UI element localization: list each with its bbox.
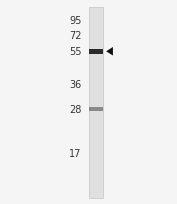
Bar (88, 107, 103, 111)
Polygon shape (106, 48, 113, 56)
Bar (88, 8, 103, 198)
Bar (88, 49, 103, 54)
Text: 55: 55 (69, 47, 81, 57)
Text: 17: 17 (69, 148, 81, 158)
Text: 72: 72 (69, 31, 81, 41)
Text: 28: 28 (69, 104, 81, 114)
Text: 95: 95 (69, 16, 81, 25)
Text: 36: 36 (69, 80, 81, 90)
